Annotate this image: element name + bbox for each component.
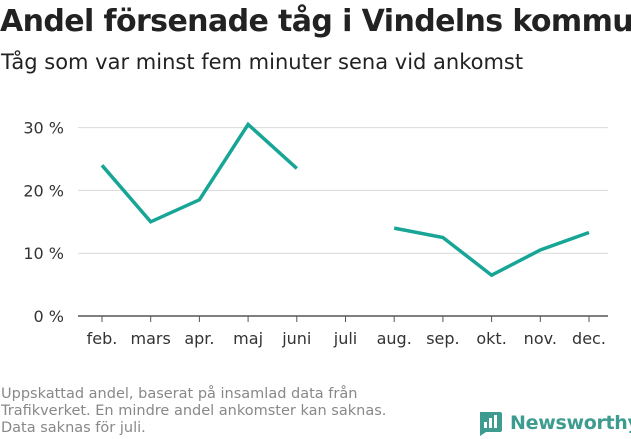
brand-logo: Newsworthy [476, 408, 631, 438]
x-tick-label: sep. [426, 329, 459, 348]
x-tick-label: juli [333, 329, 357, 348]
y-tick-label: 20 % [23, 181, 64, 200]
footnote-line: Uppskattad andel, baserat på insamlad da… [1, 386, 358, 402]
y-tick-label: 0 % [34, 307, 64, 326]
x-tick-label: aug. [377, 329, 412, 348]
x-tick-label: maj [233, 329, 263, 348]
x-tick-label: nov. [524, 329, 557, 348]
chart-subtitle: Tåg som var minst fem minuter sena vid a… [1, 50, 524, 74]
x-tick-label: apr. [184, 329, 214, 348]
series-lines [100, 121, 590, 278]
gridlines [78, 127, 608, 322]
x-tick-label: dec. [572, 329, 606, 348]
footnote-line: Trafikverket. En mindre andel ankomster … [1, 403, 387, 419]
series-line [393, 226, 590, 278]
x-tick-label: juni [281, 329, 311, 348]
x-tick-label: feb. [87, 329, 118, 348]
newsworthy-logo-icon [480, 412, 502, 436]
y-tick-label: 10 % [23, 244, 64, 263]
footnote-line: Data saknas för juli. [1, 420, 146, 436]
chart-title: Andel försenade tåg i Vindelns kommun [0, 4, 631, 39]
line-chart: 0 % 10 % 20 % 30 % feb. mars apr. maj juni juli a… [23, 119, 608, 348]
brand-name: Newsworthy [510, 412, 631, 434]
footnote: Uppskattad andel, baserat på insamlad da… [1, 386, 441, 437]
x-axis-labels: feb. mars apr. maj juni juli aug. sep. okt. nov. d… [87, 329, 606, 348]
x-tick-label: mars [131, 329, 171, 348]
x-tick-label: okt. [476, 329, 506, 348]
y-tick-label: 30 % [23, 119, 64, 138]
y-axis-labels: 0 % 10 % 20 % 30 % [23, 119, 64, 326]
series-line [100, 121, 298, 224]
